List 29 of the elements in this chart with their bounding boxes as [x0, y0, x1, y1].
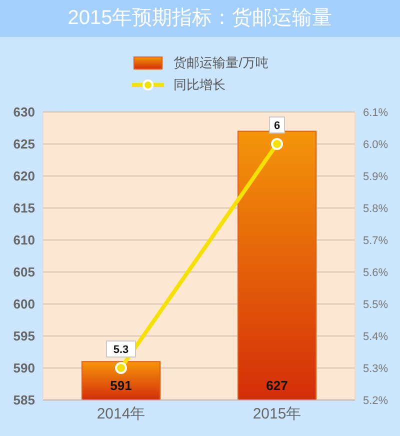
y-tick-label: 630 — [13, 104, 35, 120]
y-tick-label: 600 — [13, 296, 35, 312]
y2-tick-label: 5.7% — [363, 234, 388, 247]
y-tick-label: 590 — [13, 360, 35, 376]
y2-tick-label: 6.0% — [363, 138, 388, 151]
data-label: 627 — [266, 378, 288, 393]
x-tick-label: 2015年 — [252, 406, 302, 423]
y-tick-label: 595 — [13, 328, 35, 344]
legend-label: 同比增长 — [174, 77, 226, 93]
y-tick-label: 585 — [13, 392, 35, 408]
y-tick-label: 620 — [13, 168, 35, 184]
legend-label: 货邮运输量/万吨 — [174, 55, 268, 71]
y2-tick-label: 5.8% — [363, 202, 388, 215]
y-tick-label: 625 — [13, 136, 35, 152]
data-label: 591 — [110, 378, 132, 393]
y2-tick-label: 5.9% — [363, 170, 388, 183]
y2-tick-label: 5.4% — [363, 330, 388, 343]
y2-tick-label: 5.3% — [363, 362, 388, 375]
y-tick-label: 615 — [13, 200, 35, 216]
chart-title: 2015年预期指标：货邮运输量 — [0, 0, 400, 37]
y-tick-label: 610 — [13, 232, 35, 248]
y2-tick-label: 5.5% — [363, 298, 388, 311]
y-tick-label: 605 — [13, 264, 35, 280]
data-label: 5.3 — [113, 344, 129, 356]
y2-tick-label: 6.1% — [363, 106, 388, 119]
x-tick-label: 2014年 — [96, 406, 146, 423]
y2-tick-label: 5.2% — [363, 394, 388, 407]
y2-tick-label: 5.6% — [363, 266, 388, 279]
data-label: 6 — [274, 120, 280, 132]
